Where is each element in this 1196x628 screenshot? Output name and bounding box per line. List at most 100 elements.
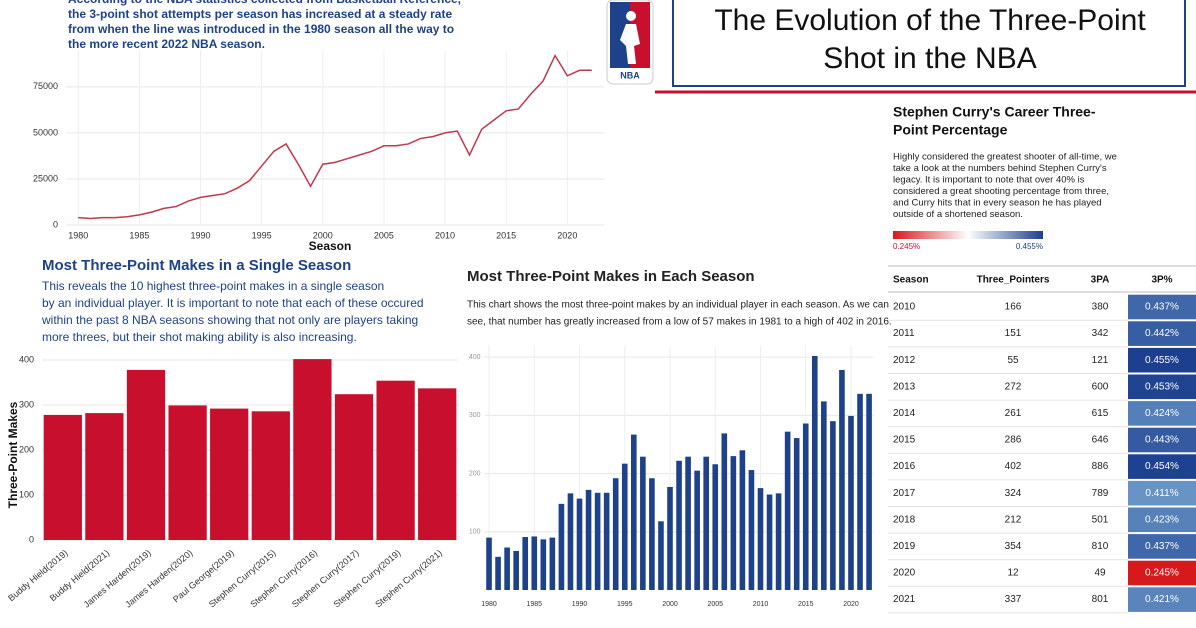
bar [612,478,619,590]
title-box [672,0,1186,87]
chart-subtitle: more threes, but their shot making abili… [42,330,357,344]
x-tick-label: 2005 [374,230,394,240]
bar [848,415,854,590]
y-tick-label: 100 [469,529,481,536]
bar [721,433,728,590]
percent-cell [1128,374,1196,400]
table-cell: 2015 [893,435,916,446]
x-axis-label: Season [309,239,352,253]
chart-subtitle: This chart shows the most three-point ma… [467,300,889,311]
x-tick-label: 1995 [617,601,633,608]
bar [748,470,755,590]
y-tick-label: 25000 [33,173,58,183]
bar [784,431,791,590]
percent-cell [1128,321,1196,346]
table-cell: 2018 [893,514,916,525]
y-tick-label: 0 [53,219,58,229]
table-cell: 342 [1092,328,1109,339]
table-cell: 212 [1005,514,1022,525]
panel-text: outside of a shortened season. [893,209,1023,220]
table-cell: 501 [1092,514,1109,525]
bar [866,393,872,590]
table-cell: 324 [1005,488,1022,499]
table-cell: 2016 [893,461,916,472]
table-cell: 886 [1092,461,1109,472]
y-tick-label: 0 [29,534,34,544]
table-cell: 0.437% [1145,302,1179,313]
bar [486,537,492,590]
bar [251,411,290,540]
bar [513,550,519,590]
x-tick-label: 1995 [252,230,272,240]
panel-text: considered a great shooting percentage f… [893,186,1109,197]
y-tick-label: 400 [19,354,34,364]
table-cell: 337 [1005,594,1022,605]
bar [830,421,836,590]
percent-cell [1128,294,1196,320]
x-tick-label: 2010 [435,230,455,240]
x-tick-label: 2020 [843,601,859,608]
y-tick-label: 400 [469,354,481,361]
table-cell: 0.424% [1145,408,1179,419]
bar [293,359,332,540]
table-cell: 0.423% [1145,514,1179,525]
table-cell: 0.411% [1145,488,1178,499]
x-tick-label: 2000 [662,601,678,608]
chart-subtitle: within the past 8 NBA seasons showing th… [41,313,418,327]
percent-cell [1128,534,1196,559]
y-tick-label: 300 [19,399,34,409]
bar [522,537,529,590]
panel-text: take a look at the numbers behind Stephe… [893,163,1107,174]
legend-label: 0.455% [1016,242,1043,251]
table-cell: 615 [1092,408,1109,419]
x-tick-label: 2015 [496,230,516,240]
bar [839,369,845,590]
x-tick-label: 2020 [557,230,577,240]
y-tick-label: 100 [19,489,34,499]
y-tick-label: 50000 [33,127,58,137]
chart-title: Most Three-Point Makes in Each Season [467,268,755,285]
table-cell: 2011 [893,328,915,339]
table-cell: 0.437% [1145,541,1179,552]
x-tick-label: 2015 [798,601,814,608]
table-cell: 166 [1005,302,1022,313]
page-title: The Evolution of the Three-Point [714,4,1146,37]
x-tick-label: 1985 [526,601,542,608]
bar [495,556,501,590]
chart-subtitle: According to the NBA statistics collecte… [68,0,461,6]
x-tick-label: 2010 [753,601,769,608]
table-header: Three_Pointers [977,275,1050,286]
table-cell: 0.455% [1145,355,1179,366]
panel-text: legacy. It is important to note that ove… [893,175,1085,186]
table-cell: 0.443% [1145,435,1179,446]
bar [676,460,682,590]
bar [811,355,818,590]
x-tick-label: 1990 [190,230,210,240]
x-tick-label: 1990 [572,601,588,608]
table-cell: 261 [1005,408,1022,419]
table-cell: 810 [1092,541,1109,552]
percent-cell [1128,347,1196,373]
panel-text: and Curry hits that in every season he h… [893,198,1102,209]
bar [658,521,664,590]
y-tick-label: 300 [469,412,481,419]
bar [126,369,166,540]
chart-title: Most Three-Point Makes in a Single Seaso… [42,257,351,274]
table-cell: 2013 [893,381,916,392]
bar [857,393,863,590]
bar [730,456,737,590]
bar [640,456,646,590]
table-cell: 801 [1092,594,1109,605]
table-cell: 121 [1092,355,1109,366]
bar [694,470,700,590]
percent-cell [1128,560,1196,586]
table-cell: 2020 [893,568,916,579]
panel-text: Highly considered the greatest shooter o… [893,152,1117,163]
table-cell: 600 [1092,381,1109,392]
y-tick-label: 75000 [33,81,58,91]
x-tick-label: 1980 [68,230,88,240]
y-tick-label: 200 [469,470,481,477]
percent-cell [1128,507,1196,533]
table-cell: 0.245% [1145,568,1179,579]
